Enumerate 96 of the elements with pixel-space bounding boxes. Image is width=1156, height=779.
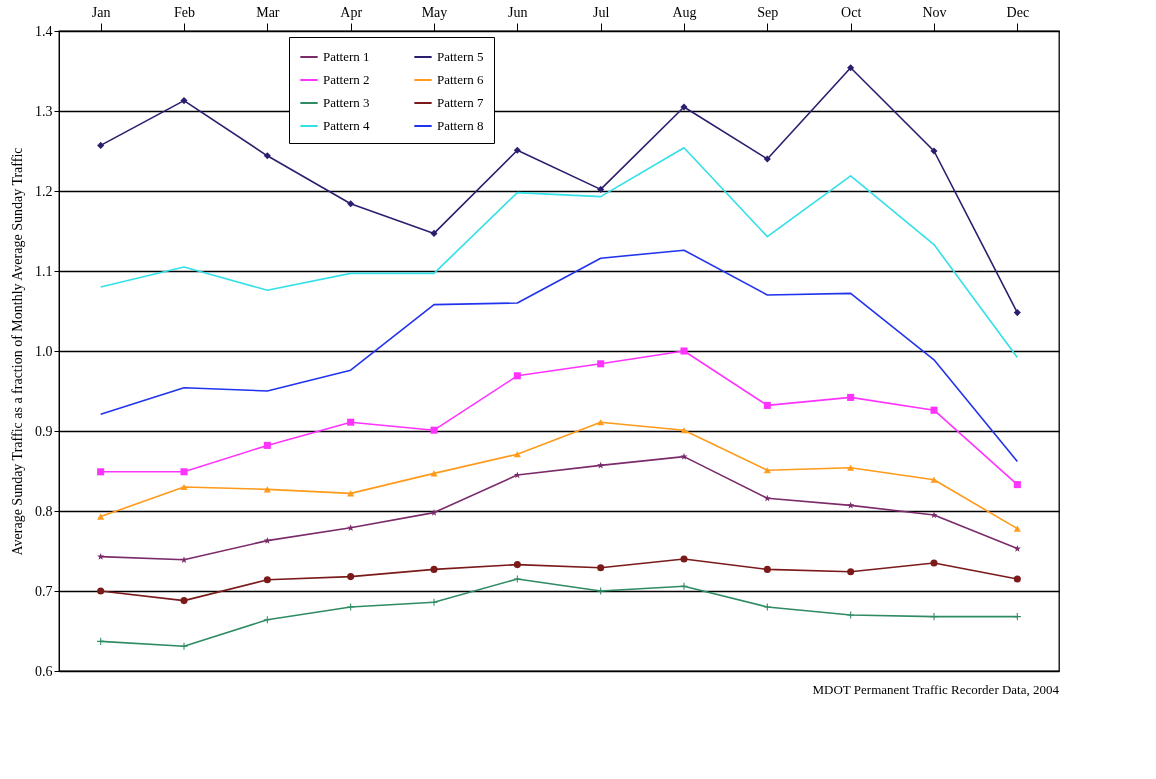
point bbox=[597, 564, 605, 572]
point bbox=[680, 582, 688, 590]
point bbox=[347, 603, 355, 611]
y-tick-label: 0.8 bbox=[35, 503, 53, 519]
point bbox=[1013, 525, 1021, 532]
x-tick-label: Jun bbox=[508, 4, 528, 20]
point bbox=[97, 637, 105, 645]
point bbox=[847, 611, 855, 619]
point bbox=[430, 426, 438, 434]
point bbox=[347, 418, 355, 426]
point bbox=[847, 393, 855, 401]
x-tick-label: Feb bbox=[174, 4, 195, 20]
line-series bbox=[99, 249, 1019, 463]
point bbox=[680, 427, 688, 434]
point bbox=[1013, 481, 1021, 489]
legend-label: Pattern 3 bbox=[323, 95, 370, 110]
point bbox=[430, 598, 438, 606]
legend-label: Pattern 7 bbox=[437, 95, 485, 110]
point bbox=[847, 64, 855, 72]
legend-label: Pattern 5 bbox=[437, 49, 484, 64]
x-tick-label: Jan bbox=[91, 4, 111, 20]
point bbox=[847, 568, 855, 576]
y-tick-label: 1.2 bbox=[35, 183, 53, 199]
x-tick-label: Sep bbox=[757, 4, 779, 20]
legend-label: Pattern 8 bbox=[437, 118, 484, 133]
point bbox=[430, 229, 438, 237]
point bbox=[763, 467, 771, 474]
point bbox=[263, 576, 271, 584]
x-tick-label: Dec bbox=[1006, 4, 1030, 20]
x-tick-label: Jul bbox=[592, 4, 610, 20]
point bbox=[597, 419, 605, 426]
y-tick-label: 1.1 bbox=[35, 263, 53, 279]
point bbox=[1013, 309, 1021, 317]
point bbox=[597, 587, 605, 595]
point bbox=[347, 573, 355, 581]
point bbox=[180, 556, 188, 563]
legend-label: Pattern 6 bbox=[437, 72, 485, 87]
x-tick-label: Oct bbox=[841, 4, 862, 20]
point bbox=[597, 360, 605, 368]
y-tick-label: 0.7 bbox=[35, 583, 53, 599]
point bbox=[930, 406, 938, 414]
point bbox=[430, 509, 438, 516]
point bbox=[597, 185, 605, 193]
y-axis-title: Average Sunday Traffic as a fraction of Monthly Average Sunday Traffic bbox=[10, 147, 25, 556]
point bbox=[680, 453, 688, 460]
y-tick-label: 0.9 bbox=[35, 423, 53, 439]
y-tick-label: 1.0 bbox=[35, 343, 53, 359]
point bbox=[763, 494, 771, 502]
y-tick-label: 1.3 bbox=[35, 103, 53, 119]
point bbox=[763, 155, 771, 163]
point bbox=[680, 103, 688, 111]
point bbox=[513, 575, 521, 583]
legend-label: Pattern 1 bbox=[323, 49, 370, 64]
point bbox=[930, 476, 938, 483]
point bbox=[180, 597, 188, 605]
point bbox=[263, 441, 271, 449]
point bbox=[513, 561, 521, 569]
point bbox=[263, 152, 271, 160]
point bbox=[763, 565, 771, 573]
point bbox=[680, 555, 688, 563]
point bbox=[680, 347, 688, 355]
point bbox=[513, 372, 521, 380]
x-tick-label: Nov bbox=[922, 4, 947, 20]
point bbox=[97, 513, 105, 520]
point bbox=[847, 464, 855, 471]
point bbox=[513, 451, 521, 458]
point bbox=[430, 565, 438, 573]
x-tick-label: Aug bbox=[672, 4, 697, 20]
text: MDOT Permanent Traffic Recorder Data, 2004 bbox=[812, 682, 1060, 697]
point bbox=[1013, 575, 1021, 583]
y-tick-label: 0.6 bbox=[35, 663, 53, 679]
point bbox=[180, 483, 188, 491]
point bbox=[930, 613, 938, 621]
point bbox=[97, 468, 105, 476]
point bbox=[847, 501, 855, 509]
x-tick-label: Mar bbox=[256, 4, 280, 20]
x-tick-label: Apr bbox=[340, 4, 363, 20]
point bbox=[930, 559, 938, 567]
point bbox=[180, 642, 188, 650]
point bbox=[513, 146, 521, 154]
point bbox=[1013, 613, 1021, 621]
point bbox=[763, 401, 771, 409]
point bbox=[180, 468, 188, 476]
point bbox=[97, 587, 105, 595]
point bbox=[180, 97, 188, 105]
point bbox=[263, 616, 271, 624]
point bbox=[97, 141, 105, 149]
legend-label: Pattern 2 bbox=[323, 72, 370, 87]
point bbox=[763, 603, 771, 611]
point bbox=[597, 461, 605, 469]
point bbox=[347, 200, 355, 208]
point bbox=[930, 147, 938, 155]
y-tick-label: 1.4 bbox=[35, 23, 53, 39]
legend-label: Pattern 4 bbox=[323, 118, 371, 133]
x-tick-label: May bbox=[421, 4, 448, 20]
line-series bbox=[99, 147, 1019, 359]
